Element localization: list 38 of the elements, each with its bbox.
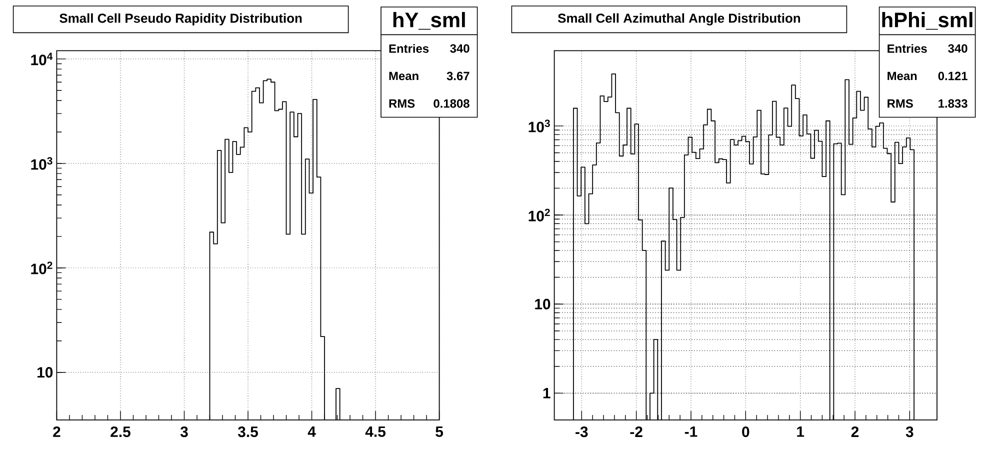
x-tick-label: -2 bbox=[630, 426, 642, 437]
y-tick-label: 10$^{4}$ bbox=[31, 52, 53, 66]
y-tick-label: 10$^{3}$ bbox=[528, 120, 550, 132]
text: hY_sml bbox=[393, 12, 465, 30]
text: 3.67 bbox=[446, 72, 470, 80]
x-tick-label: 4.5 bbox=[365, 426, 386, 437]
annotation: Entries bbox=[888, 44, 927, 53]
annotation: Entries bbox=[389, 44, 429, 53]
text: 0.121 bbox=[938, 72, 968, 80]
text: 340 bbox=[948, 44, 968, 53]
y-tick-label: 10 bbox=[535, 298, 550, 310]
y-tick-label: 10 bbox=[38, 367, 53, 378]
x-tick-label: 3.5 bbox=[238, 426, 258, 438]
x-tick-label: -3 bbox=[576, 426, 588, 438]
y-tick-label: 10$^{2}$ bbox=[528, 208, 550, 222]
y-tick-label: 10$^{2}$ bbox=[31, 262, 52, 274]
text: hPhi_sml bbox=[882, 12, 972, 30]
text: 340 bbox=[450, 44, 470, 53]
chart-title: Small Cell Pseudo Rapidity Distribution bbox=[60, 13, 302, 26]
x-tick-label: 2 bbox=[851, 426, 859, 437]
x-tick-label: 2 bbox=[53, 426, 60, 437]
annotation: Mean bbox=[389, 72, 418, 80]
x-tick-label: 3 bbox=[180, 426, 188, 438]
x-tick-label: -1 bbox=[684, 426, 698, 437]
x-tick-label: 4 bbox=[308, 426, 316, 437]
y-tick-label: 10$^{3}$ bbox=[31, 157, 52, 170]
x-tick-label: 5 bbox=[436, 426, 444, 437]
chart-title: Small Cell Azimuthal Angle Distribution bbox=[558, 13, 800, 26]
x-tick-label: 3 bbox=[906, 426, 914, 438]
y-tick-label: 1 bbox=[543, 388, 550, 398]
x-tick-label: 0 bbox=[742, 426, 750, 438]
annotation: 0.1808 bbox=[434, 99, 470, 108]
annotation: Mean bbox=[888, 72, 917, 80]
text: 1.833 bbox=[938, 99, 968, 108]
annotation: RMS bbox=[888, 99, 913, 108]
annotation: RMS bbox=[389, 99, 415, 108]
x-tick-label: 1 bbox=[797, 426, 804, 437]
x-tick-label: 2.5 bbox=[110, 426, 130, 438]
